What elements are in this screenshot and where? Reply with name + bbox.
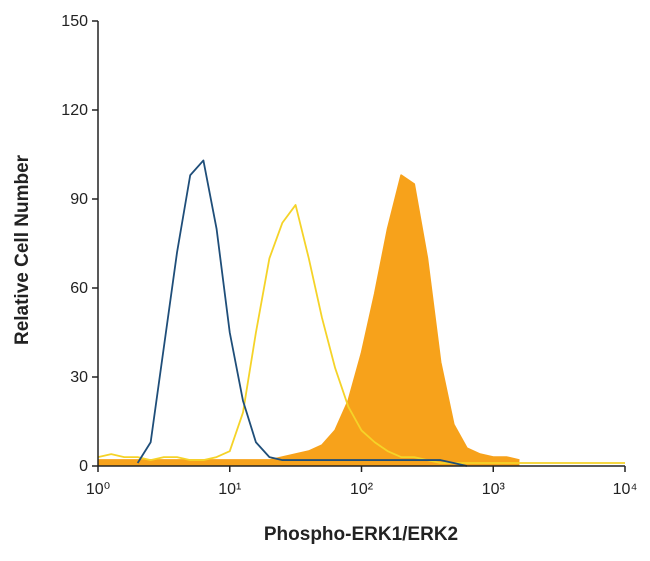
x-tick-label: 10³ [482,481,506,498]
series-line [98,174,520,461]
y-tick-label: 60 [70,280,88,297]
y-axis-label: Relative Cell Number [12,154,33,345]
series-line [97,204,625,464]
x-axis-label: Phospho-ERK1/ERK2 [264,524,458,545]
x-tick-label: 10⁰ [86,481,110,498]
y-tick-label: 120 [61,102,88,119]
x-tick-label: 10¹ [218,481,241,498]
y-tick-label: 0 [79,458,88,475]
y-tick-label: 150 [61,13,88,30]
x-tick-label: 10⁴ [613,481,638,498]
y-tick-label: 90 [70,191,88,208]
area-fill [98,175,520,466]
x-tick-label: 10² [350,481,374,498]
series-line [136,159,468,467]
y-tick-label: 30 [70,369,88,386]
